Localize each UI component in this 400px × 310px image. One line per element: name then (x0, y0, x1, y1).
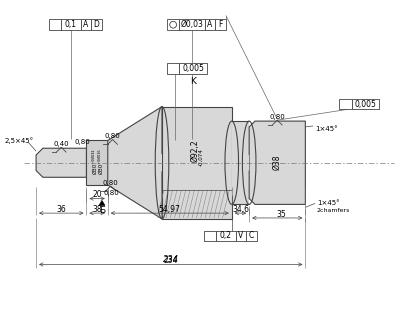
Bar (232, 121, 249, 204)
Text: C: C (249, 231, 254, 240)
Text: Ø30⁺⁰ᴻ⁰¹⁶: Ø30⁺⁰ᴻ⁰¹⁶ (98, 148, 104, 174)
Text: 0,80: 0,80 (105, 133, 120, 139)
Text: 2chamfers: 2chamfers (317, 208, 350, 213)
Text: 20: 20 (92, 190, 102, 199)
Text: 0,80: 0,80 (75, 140, 90, 145)
Text: V: V (238, 231, 244, 240)
Text: 0,005: 0,005 (182, 64, 204, 73)
Text: 2,5×45°: 2,5×45° (4, 137, 33, 144)
Text: 0,2: 0,2 (220, 231, 232, 240)
Bar (205, 20, 215, 30)
Wedge shape (153, 154, 162, 171)
Polygon shape (36, 148, 86, 177)
Text: K: K (190, 77, 196, 86)
Bar (49, 20, 61, 30)
Bar (167, 20, 180, 30)
Text: 0,80: 0,80 (104, 190, 120, 196)
Text: 0,40: 0,40 (54, 141, 69, 147)
Wedge shape (232, 155, 240, 170)
Text: Б: Б (99, 206, 105, 215)
Text: 0,1: 0,1 (65, 20, 77, 29)
Bar (167, 63, 180, 74)
Polygon shape (99, 201, 105, 205)
Text: 34,6: 34,6 (232, 205, 249, 214)
Polygon shape (249, 121, 305, 204)
Text: A: A (207, 20, 212, 29)
Text: F: F (218, 20, 223, 29)
Polygon shape (108, 107, 162, 219)
Bar (215, 20, 226, 30)
Text: 1×45°: 1×45° (317, 201, 340, 206)
Bar (216, 231, 236, 241)
Bar (246, 231, 257, 241)
Text: -0,074: -0,074 (198, 148, 203, 166)
Text: 0,005: 0,005 (354, 100, 376, 108)
Wedge shape (242, 155, 249, 170)
Bar (91, 20, 102, 30)
Bar (180, 20, 205, 30)
Text: D: D (94, 20, 100, 29)
Text: Ø38: Ø38 (273, 155, 282, 170)
Bar (352, 99, 379, 109)
Bar (339, 99, 352, 109)
Bar (162, 107, 232, 219)
Text: Ø30⁻⁰ᴻ⁰³²: Ø30⁻⁰ᴻ⁰³² (93, 148, 98, 174)
Text: 0,80: 0,80 (103, 179, 118, 186)
Bar (81, 20, 91, 30)
Bar (61, 20, 81, 30)
Text: 35: 35 (276, 210, 286, 219)
Text: 54,97: 54,97 (159, 205, 181, 214)
Text: 234: 234 (164, 256, 178, 265)
Bar (204, 231, 216, 241)
Bar (86, 140, 108, 185)
Text: 1×45°: 1×45° (315, 126, 338, 132)
Text: Ø92,2: Ø92,2 (190, 140, 200, 162)
Bar (180, 63, 206, 74)
Text: 38: 38 (92, 205, 102, 214)
Text: Ø0,03: Ø0,03 (180, 20, 204, 29)
Text: 234: 234 (163, 255, 179, 264)
Text: A: A (83, 20, 88, 29)
Text: 0,80: 0,80 (269, 114, 285, 120)
Text: 36: 36 (56, 205, 66, 214)
Bar (236, 231, 246, 241)
